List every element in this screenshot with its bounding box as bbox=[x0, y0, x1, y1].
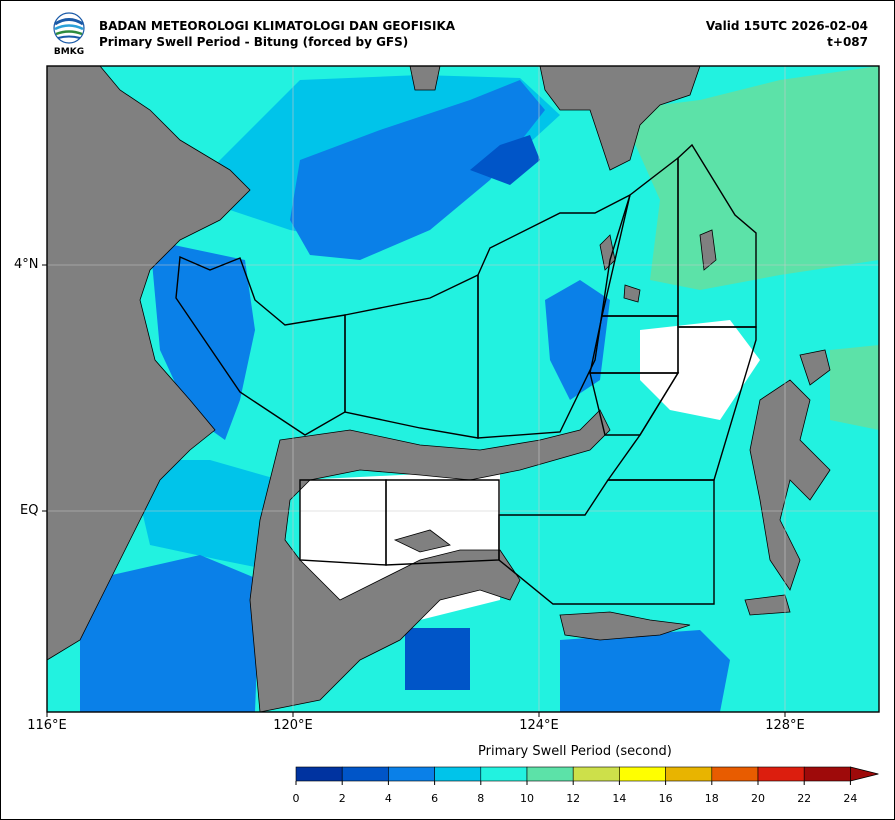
land-taliabu bbox=[744, 594, 791, 616]
swell-region-4-6-celebes bbox=[290, 80, 545, 260]
colorbar-tick-label: 16 bbox=[658, 792, 673, 805]
colorbar-segment bbox=[526, 766, 574, 782]
colorbar-segment bbox=[434, 766, 482, 782]
colorbar-tick-label: 0 bbox=[292, 792, 300, 805]
colorbar-extend-arrow bbox=[850, 766, 879, 782]
colorbar-segment bbox=[665, 766, 713, 782]
land-talaud bbox=[699, 229, 717, 271]
logo-text: BMKG bbox=[54, 47, 84, 56]
land-sabah-islands bbox=[409, 66, 441, 91]
land-banggai-sula bbox=[559, 611, 691, 641]
x-tick-128e: 128°E bbox=[765, 718, 805, 733]
colorbar-tick-label: 12 bbox=[566, 792, 581, 805]
map-border bbox=[46, 65, 880, 713]
land-borneo bbox=[47, 66, 251, 661]
grid-lines bbox=[47, 66, 879, 712]
swell-region-10-12-east bbox=[830, 345, 879, 430]
y-tick-4n: 4°N bbox=[14, 257, 39, 272]
colorbar-tick-label: 14 bbox=[612, 792, 627, 805]
bmkg-logo: BMKG bbox=[53, 12, 85, 56]
colorbar bbox=[295, 766, 879, 785]
calm-region-east bbox=[640, 320, 760, 420]
swell-region-6-8-west bbox=[130, 460, 280, 570]
land-morotai bbox=[799, 349, 831, 386]
swell-region-4-6-south bbox=[560, 630, 730, 712]
y-tick-eq: EQ bbox=[20, 503, 39, 518]
colorbar-segment bbox=[388, 766, 435, 782]
colorbar-segment bbox=[803, 766, 851, 782]
colorbar-tick-label: 8 bbox=[477, 792, 485, 805]
zone-maluku-sea-south bbox=[498, 479, 715, 605]
colorbar-tick-label: 22 bbox=[797, 792, 812, 805]
colorbar-segment bbox=[295, 766, 343, 782]
colorbar-tick-label: 20 bbox=[751, 792, 765, 805]
x-tick-116e: 116°E bbox=[27, 718, 67, 733]
colorbar-segment bbox=[711, 766, 759, 782]
colorbar-segment bbox=[341, 766, 389, 782]
lead-time: t+087 bbox=[827, 35, 868, 49]
forecast-zones bbox=[175, 143, 757, 605]
colorbar-tick-label: 2 bbox=[338, 792, 346, 805]
swell-region-4-6-southwest bbox=[80, 555, 260, 712]
land-togean bbox=[393, 529, 451, 553]
x-tick-120e: 120°E bbox=[273, 718, 313, 733]
agency-title: BADAN METEOROLOGI KLIMATOLOGI DAN GEOFIS… bbox=[99, 19, 456, 33]
land-siau bbox=[623, 284, 641, 303]
swell-region-10-12-northeast bbox=[620, 66, 879, 290]
colorbar-tick-label: 24 bbox=[843, 792, 858, 805]
swell-region-4-6-sangihe bbox=[545, 280, 610, 400]
colorbar-title: Primary Swell Period (second) bbox=[478, 744, 672, 759]
colorbar-tick-label: 18 bbox=[704, 792, 719, 805]
land-masses bbox=[47, 66, 831, 712]
colorbar-segment bbox=[572, 766, 620, 782]
map-subtitle: Primary Swell Period - Bitung (forced by… bbox=[99, 35, 409, 49]
swell-fill-regions bbox=[47, 66, 879, 712]
colorbar-tick-label: 4 bbox=[384, 792, 392, 805]
swell-region-2-4-south bbox=[405, 628, 470, 690]
colorbar-tick-label: 10 bbox=[520, 792, 534, 805]
x-tick-124e: 124°E bbox=[519, 718, 559, 733]
land-mindanao bbox=[539, 66, 701, 171]
swell-region-2-4-celebes bbox=[470, 135, 540, 185]
colorbar-segment bbox=[480, 766, 528, 782]
zone-east-celebes bbox=[477, 193, 632, 439]
colorbar-segment bbox=[757, 766, 805, 782]
colorbar-tick-label: 6 bbox=[431, 792, 439, 805]
colorbar-segment bbox=[619, 766, 666, 782]
valid-time: Valid 15UTC 2026-02-04 bbox=[705, 19, 868, 33]
